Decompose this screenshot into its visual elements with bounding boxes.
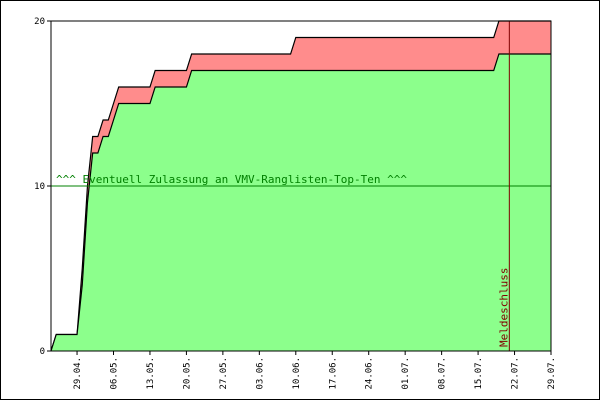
x-tick-label: 03.06. [255,357,265,390]
x-tick-label: 10.06. [292,357,302,390]
x-tick-label: 17.06. [328,357,338,390]
x-tick-label: 08.07. [438,357,448,390]
threshold-label: ^^^ Eventuell Zulassung an VMV-Rangliste… [56,173,407,186]
x-tick-label: 24.06. [365,357,375,390]
x-tick-label: 15.07. [474,357,484,390]
x-tick-label: 27.05. [219,357,229,390]
deadline-marker-label: Meldeschluss [497,268,510,347]
series-area-1 [51,54,551,351]
x-tick-label: 01.07. [401,357,411,390]
x-tick-label: 13.05. [146,357,156,390]
y-tick-label: 10 [34,182,45,192]
x-tick-label: 22.07. [511,357,521,390]
series-line-1 [50,53,551,352]
x-tick-label: 06.05. [110,357,120,390]
series-line-0 [50,20,551,352]
x-tick-label: 29.04. [73,357,83,390]
x-tick-label: 20.05. [182,357,192,390]
x-axis: 29.04. 06.05. 13.05. 20.05. 27.05. 03.06. 10.0… [73,351,557,390]
y-axis: 0 10 20 [34,17,51,357]
y-tick-label: 20 [34,17,45,27]
y-tick-label: 0 [40,347,45,357]
x-tick-label: 29.07. [547,357,557,390]
